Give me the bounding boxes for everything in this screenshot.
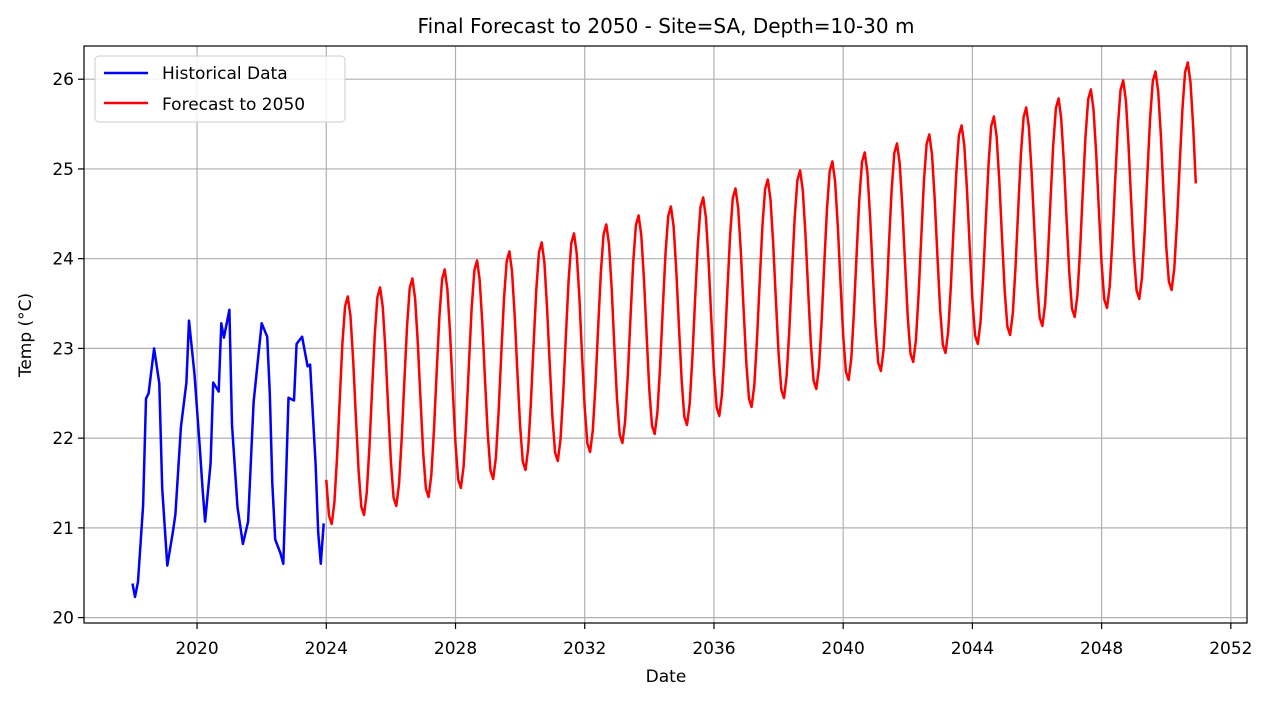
x-axis-title: Date [646,667,687,687]
chart-title: Final Forecast to 2050 - Site=SA, Depth=… [418,14,915,38]
axis-ticks: 2020 2024 2028 2032 2036 2040 2044 2048 2052 20 21… [52,70,1252,659]
x-tick-label: 2036 [692,639,735,659]
x-tick-label: 2032 [563,639,606,659]
legend-box [94,55,346,123]
x-tick-label: 2020 [175,639,218,659]
series-forecast-line [325,61,1198,526]
series-historical-line [131,308,325,599]
x-tick-label: 2024 [305,639,348,659]
x-tick-label: 2044 [951,639,994,659]
x-tick-label: 2028 [434,639,477,659]
data-series [131,61,1198,599]
grid [84,46,1247,623]
y-tick-label: 22 [52,429,74,449]
x-tick-label: 2052 [1209,639,1252,659]
y-tick-label: 26 [52,70,74,90]
y-tick-label: 20 [52,609,74,629]
y-tick-label: 21 [52,519,74,539]
y-tick-label: 23 [52,339,74,359]
legend-label-forecast: Forecast to 2050 [162,95,305,115]
x-tick-label: 2040 [822,639,865,659]
legend: Historical Data Forecast to 2050 [94,55,346,123]
y-tick-label: 25 [52,160,74,180]
legend-label-historical: Historical Data [162,64,288,84]
plot-frame [83,45,1248,624]
y-axis-title: Temp (°C) [16,293,36,378]
x-tick-label: 2048 [1080,639,1123,659]
y-tick-label: 24 [52,250,74,270]
